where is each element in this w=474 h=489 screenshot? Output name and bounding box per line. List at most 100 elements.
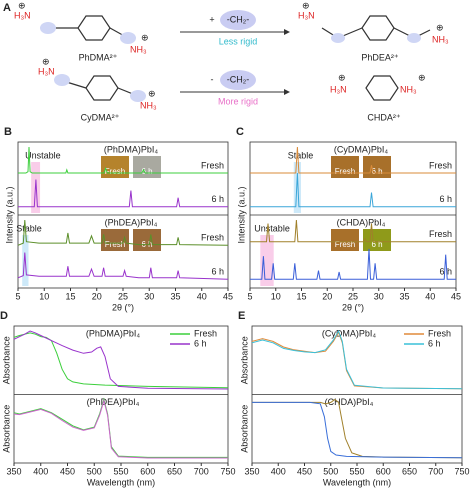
trace-label: Fresh — [429, 229, 452, 239]
highlight-band — [260, 235, 274, 286]
inset-label: Fresh — [105, 240, 125, 249]
legend-label: 6 h — [428, 338, 441, 348]
trace-label: 6 h — [439, 194, 452, 204]
x-tick-label: 20 — [322, 291, 332, 301]
group-ellipse — [220, 10, 256, 30]
x-tick-label: 40 — [425, 291, 435, 301]
x-tick-label: 450 — [60, 466, 75, 476]
group-ellipse — [220, 70, 256, 90]
inset-label: Fresh — [335, 167, 355, 176]
molecule — [365, 75, 399, 101]
x-tick-label: 650 — [402, 466, 417, 476]
charge: ⊕ — [18, 0, 26, 10]
series-line — [250, 248, 456, 280]
photo-inset — [133, 229, 161, 251]
x-axis-label: 2θ (°) — [112, 302, 134, 312]
subplot-title: (CyDMA)PbI₄ — [322, 328, 377, 338]
legend-label: 6 h — [194, 338, 207, 348]
trace-label: 6 h — [211, 267, 224, 277]
subplot-title: (CHDA)PbI₄ — [325, 397, 374, 407]
series-line — [252, 401, 463, 459]
y-axis-label: Intensity (a.u.) — [4, 186, 14, 243]
molecule — [321, 15, 431, 43]
x-tick-label: 400 — [33, 466, 48, 476]
x-axis-label: Wavelength (nm) — [87, 477, 155, 487]
trace-label: Fresh — [429, 160, 452, 170]
x-tick-label: 500 — [87, 466, 102, 476]
x-tick-label: 35 — [399, 291, 409, 301]
x-tick-label: 25 — [118, 291, 128, 301]
x-tick-label: 500 — [323, 466, 338, 476]
inset-label: Fresh — [105, 167, 125, 176]
x-tick-label: 35 — [170, 291, 180, 301]
x-tick-label: 650 — [167, 466, 182, 476]
x-tick-label: 10 — [271, 291, 281, 301]
annotation: Stable — [288, 150, 314, 160]
molecule — [40, 15, 136, 44]
x-tick-label: 350 — [244, 466, 259, 476]
y-axis-label: Absorbance — [239, 336, 249, 384]
series-line — [251, 329, 463, 390]
x-axis-label: Wavelength (nm) — [323, 477, 391, 487]
atom-label: NH₃ — [400, 84, 417, 94]
subplot-title: (PhDEA)PbI₄ — [105, 217, 158, 227]
photo-inset — [331, 229, 359, 251]
subplot-title: (PhDEA)PbI₄ — [87, 397, 140, 407]
charge: ⊕ — [42, 56, 50, 66]
charge: ⊕ — [148, 88, 156, 98]
x-tick-label: 20 — [92, 291, 102, 301]
atom-label: NH₃ — [432, 34, 449, 44]
atom-label: H₃N — [330, 84, 347, 94]
note: Less rigid — [219, 36, 258, 46]
operator: - — [211, 74, 214, 84]
x-tick-label: 750 — [454, 466, 469, 476]
inset-label: 6 h — [371, 240, 382, 249]
molecule-name: PhDMA²⁺ — [79, 52, 118, 62]
x-tick-label: 30 — [144, 291, 154, 301]
series-line — [250, 146, 456, 174]
trace-label: Fresh — [201, 160, 224, 170]
inset-label: Fresh — [335, 240, 355, 249]
x-tick-label: 600 — [376, 466, 391, 476]
atom-label: H₃N — [14, 10, 31, 20]
subplot-title: (CHDA)PbI₄ — [337, 217, 386, 227]
group: -CH₂- — [227, 14, 250, 24]
annotation: Unstable — [25, 150, 61, 160]
arrowhead — [284, 89, 290, 95]
x-tick-label: 25 — [348, 291, 358, 301]
panel-label: B — [4, 126, 12, 138]
subplot-title: (CyDMA)PbI₄ — [334, 144, 389, 154]
atom-label: H₃N — [38, 66, 55, 76]
charge: ⊕ — [418, 72, 426, 82]
subplot-title: (PhDMA)PbI₄ — [86, 328, 141, 338]
x-axis-label: 2θ (°) — [342, 302, 364, 312]
x-tick-label: 40 — [197, 291, 207, 301]
molecule-name: CHDA²⁺ — [367, 112, 400, 122]
charge: ⊕ — [141, 32, 149, 42]
trace-label: Fresh — [201, 233, 224, 243]
charge: ⊕ — [436, 22, 444, 32]
x-tick-label: 550 — [113, 466, 128, 476]
series-line — [13, 330, 229, 390]
annotation: Stable — [16, 223, 42, 233]
atom-label: NH₃ — [140, 100, 157, 110]
molecule — [54, 74, 146, 102]
series-line — [250, 219, 456, 243]
y-axis-label: Absorbance — [1, 405, 11, 453]
panel-label: E — [238, 310, 245, 322]
y-axis-label: Intensity (a.u.) — [236, 186, 246, 243]
series-line — [13, 332, 229, 389]
arrowhead — [284, 29, 290, 35]
series-line — [18, 179, 228, 208]
photo-inset — [363, 229, 391, 251]
x-tick-label: 450 — [297, 466, 312, 476]
series-line — [250, 172, 456, 208]
x-tick-label: 15 — [65, 291, 75, 301]
charge: ⊕ — [302, 0, 310, 10]
legend-label: Fresh — [194, 328, 217, 338]
x-tick-label: 30 — [374, 291, 384, 301]
y-axis-label: Absorbance — [1, 336, 11, 384]
x-tick-label: 15 — [296, 291, 306, 301]
trace-label: 6 h — [211, 194, 224, 204]
